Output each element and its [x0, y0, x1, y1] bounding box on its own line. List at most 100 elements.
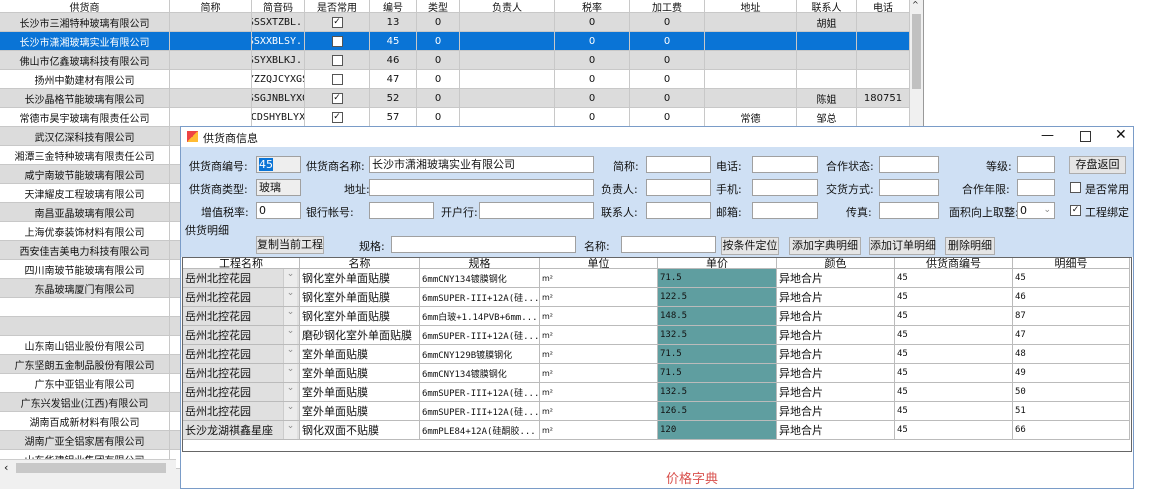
chevron-down-icon[interactable]: ⌄: [283, 288, 297, 306]
supplier-row[interactable]: 扬州中勤建材有限公司YZZQJCYXGS47000: [0, 70, 910, 89]
scroll-thumb[interactable]: [16, 463, 166, 473]
copy-project-button[interactable]: 复制当前工程: [256, 236, 324, 254]
common-checkbox[interactable]: [331, 73, 343, 85]
add-order-detail-button[interactable]: 添加订单明细: [869, 237, 936, 255]
detail-row[interactable]: 岳州北控花园 ⌄ 钢化室外单面贴膜 6mmSUPER-III+12A(硅... m² 12…: [183, 288, 1130, 307]
detail-row[interactable]: 岳州北控花园 ⌄ 室外单面贴膜 6mmSUPER-III+12A(硅... m² 132.…: [183, 383, 1130, 402]
vat-label: 增值税率:: [201, 206, 249, 219]
common-checkbox[interactable]: [331, 54, 343, 66]
project-cell[interactable]: 岳州北控花园 ⌄: [183, 402, 300, 420]
bank-field[interactable]: [479, 202, 594, 219]
project-cell[interactable]: 岳州北控花园 ⌄: [183, 269, 300, 287]
column-header: 负责人: [460, 0, 555, 12]
maximize-icon[interactable]: [1080, 131, 1091, 142]
chevron-down-icon[interactable]: ⌄: [283, 421, 297, 439]
vat-field[interactable]: 0: [256, 202, 301, 219]
detail-row[interactable]: 岳州北控花园 ⌄ 室外单面贴膜 6mmCNY134镀膜钢化 m² 71.5 异地合片 45 49: [183, 364, 1130, 383]
round-select[interactable]: 0 ⌄: [1017, 202, 1055, 219]
scroll-up-icon[interactable]: ^: [912, 0, 919, 9]
bind-checkbox[interactable]: ✓: [1070, 205, 1081, 216]
detail-row[interactable]: 长沙龙湖祺鑫星座 ⌄ 钢化双面不贴膜 6mmPLE84+12A(硅酮胶... m² 120…: [183, 421, 1130, 440]
fax-field[interactable]: [879, 202, 939, 219]
chevron-down-icon[interactable]: ⌄: [283, 307, 297, 325]
detail-no-cell: 45: [1013, 269, 1130, 287]
coop-status-field[interactable]: [879, 156, 939, 173]
level-field[interactable]: [1017, 156, 1055, 173]
name-search-field[interactable]: [621, 236, 716, 253]
project-cell[interactable]: 岳州北控花园 ⌄: [183, 364, 300, 382]
close-icon[interactable]: ✕: [1115, 127, 1127, 143]
detail-row[interactable]: 岳州北控花园 ⌄ 钢化室外单面贴膜 6mm白玻+1.14PVB+6mm... m² 148…: [183, 307, 1130, 326]
scroll-thumb[interactable]: [912, 14, 921, 89]
chevron-down-icon[interactable]: ⌄: [283, 402, 297, 420]
bank-account-field[interactable]: [369, 202, 434, 219]
email-field[interactable]: [752, 202, 818, 219]
project-cell[interactable]: 岳州北控花园 ⌄: [183, 383, 300, 401]
address-field[interactable]: [369, 179, 594, 196]
project-cell[interactable]: 岳州北控花园 ⌄: [183, 345, 300, 363]
project-cell[interactable]: 岳州北控花园 ⌄: [183, 326, 300, 344]
header-row[interactable]: 供货商 简称 简音码 是否常用 编号 类型 负责人 税率 加工费 地址 联系人 电话: [0, 0, 910, 13]
supplier-form: 供货商编号: 45 供货商名称: 长沙市潇湘玻璃实业有限公司 简称: 电话: 合…: [181, 147, 1133, 257]
common-checkbox[interactable]: ✓: [331, 16, 343, 28]
spec-search-field[interactable]: [391, 236, 576, 253]
abbr-field[interactable]: [646, 156, 711, 173]
name-cell: 南昌亚晶玻璃有限公司: [0, 203, 170, 221]
save-return-button[interactable]: 存盘返回: [1069, 156, 1126, 174]
detail-row[interactable]: 岳州北控花园 ⌄ 室外单面贴膜 6mmSUPER-III+12A(硅... m² 126.…: [183, 402, 1130, 421]
phone-field[interactable]: [752, 156, 818, 173]
contact-field[interactable]: [646, 202, 711, 219]
coop-years-field[interactable]: [1017, 179, 1055, 196]
column-header[interactable]: 工程名称: [183, 258, 300, 268]
detail-row[interactable]: 岳州北控花园 ⌄ 钢化室外单面贴膜 6mmCNY134镀膜钢化 m² 71.5 异地合片 45…: [183, 269, 1130, 288]
common-checkbox[interactable]: ✓: [331, 92, 343, 104]
delivery-field[interactable]: [879, 179, 939, 196]
minimize-icon[interactable]: —: [1041, 128, 1054, 143]
dialog-titlebar[interactable]: 供货商信息 — ✕: [181, 127, 1133, 147]
locate-button[interactable]: 按条件定位: [721, 237, 779, 255]
column-header[interactable]: 供货商编号: [895, 258, 1013, 268]
supplier-name-field[interactable]: 长沙市潇湘玻璃实业有限公司: [369, 156, 594, 173]
supplier-no-field[interactable]: 45: [256, 156, 301, 173]
common-checkbox[interactable]: [331, 35, 343, 47]
chevron-down-icon[interactable]: ⌄: [283, 383, 297, 401]
name-cell: 扬州中勤建材有限公司: [0, 70, 170, 88]
horizontal-scrollbar[interactable]: ‹: [0, 459, 176, 475]
common-checkbox[interactable]: [1070, 182, 1081, 193]
color-cell: 异地合片: [777, 345, 895, 363]
chevron-down-icon[interactable]: ⌄: [283, 364, 297, 382]
column-header[interactable]: 单价: [658, 258, 777, 268]
project-cell[interactable]: 长沙龙湖祺鑫星座 ⌄: [183, 421, 300, 439]
name-cell: 钢化双面不贴膜: [300, 421, 420, 439]
fee-cell: 0: [630, 32, 705, 50]
type-cell: 0: [417, 32, 460, 50]
supplier-no-cell: 45: [895, 402, 1013, 420]
column-header[interactable]: 规格: [420, 258, 540, 268]
project-cell[interactable]: 岳州北控花园 ⌄: [183, 307, 300, 325]
detail-row[interactable]: 岳州北控花园 ⌄ 磨砂钢化室外单面贴膜 6mmSUPER-III+12A(硅... m²…: [183, 326, 1130, 345]
common-checkbox[interactable]: ✓: [331, 111, 343, 123]
supplier-type-field[interactable]: 玻璃: [256, 179, 301, 196]
detail-row[interactable]: 岳州北控花园 ⌄ 室外单面贴膜 6mmCNY129B镀膜钢化 m² 71.5 异地合片 45 4…: [183, 345, 1130, 364]
phone-cell: [857, 108, 910, 126]
column-header: 简称: [170, 0, 252, 12]
column-header[interactable]: 名称: [300, 258, 420, 268]
mobile-field[interactable]: [752, 179, 818, 196]
add-dict-detail-button[interactable]: 添加字典明细: [789, 237, 861, 255]
column-header[interactable]: 明细号: [1013, 258, 1130, 268]
chevron-down-icon[interactable]: ⌄: [283, 326, 297, 344]
chevron-down-icon[interactable]: ⌄: [283, 269, 297, 287]
chevron-down-icon[interactable]: ⌄: [283, 345, 297, 363]
supplier-row[interactable]: 常德市昊宇玻璃有限责任公司 CDSHYBLYX ✓ 57 0 0 0 常德 邹总: [0, 108, 910, 127]
owner-field[interactable]: [646, 179, 711, 196]
project-cell[interactable]: 岳州北控花园 ⌄: [183, 288, 300, 306]
column-header[interactable]: 颜色: [777, 258, 895, 268]
scroll-left-icon[interactable]: ‹: [4, 461, 9, 474]
delete-detail-button[interactable]: 删除明细: [945, 237, 995, 255]
column-header[interactable]: 单位: [540, 258, 658, 268]
detail-grid[interactable]: 工程名称 名称 规格 单位 单价 颜色 供货商编号 明细号 岳州北控花园 ⌄ 钢化室外单面贴膜 6mm…: [182, 257, 1132, 452]
